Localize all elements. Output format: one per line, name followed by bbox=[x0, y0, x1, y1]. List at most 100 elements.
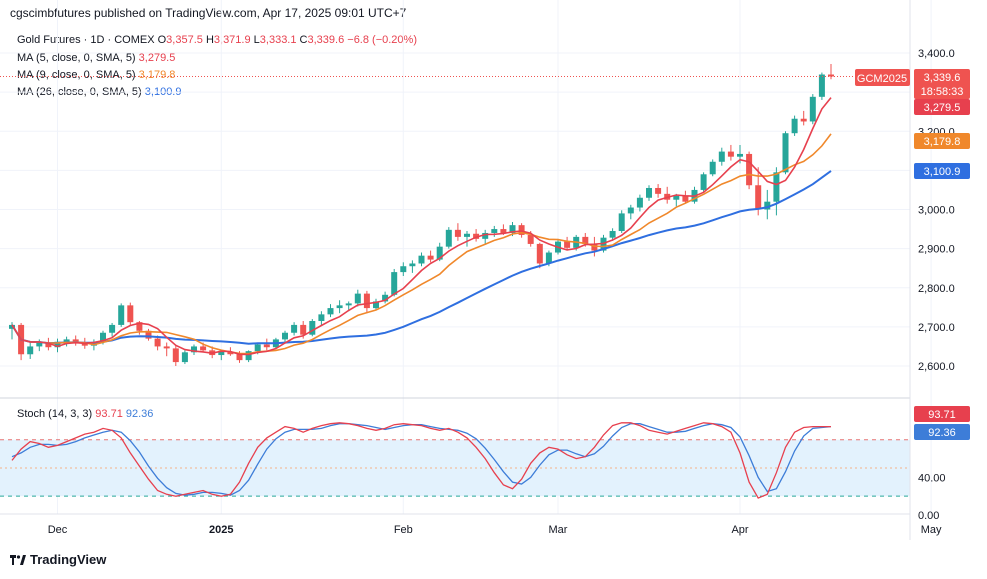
price-tick-label: 3,400.0 bbox=[918, 48, 955, 60]
candle-body bbox=[436, 246, 443, 260]
candle-body bbox=[482, 232, 489, 239]
candle-body bbox=[118, 305, 125, 325]
candle-body bbox=[673, 195, 680, 200]
candle-body bbox=[427, 255, 434, 260]
candle-body bbox=[454, 229, 461, 237]
ma26-badge: 3,100.9 bbox=[914, 163, 970, 179]
ma9-label: MA (9, close, 0, SMA, 5) bbox=[17, 69, 136, 81]
legend-ma9: MA (9, close, 0, SMA, 5) 3,179.8 bbox=[17, 69, 175, 81]
candle-body bbox=[72, 339, 79, 343]
candle-body bbox=[700, 174, 707, 190]
candle-body bbox=[218, 351, 225, 356]
candle-body bbox=[400, 266, 407, 273]
candle-body bbox=[618, 213, 625, 232]
candle-body bbox=[418, 255, 425, 264]
candle-body bbox=[818, 74, 825, 97]
legend-ma5: MA (5, close, 0, SMA, 5) 3,279.5 bbox=[17, 52, 175, 64]
candle-body bbox=[828, 74, 834, 77]
stoch-k-line bbox=[11, 422, 831, 499]
svg-text:3,179.8: 3,179.8 bbox=[924, 136, 961, 148]
candle-body bbox=[527, 234, 534, 244]
svg-text:3,279.5: 3,279.5 bbox=[924, 102, 961, 114]
grid bbox=[0, 0, 932, 514]
candle-body bbox=[200, 346, 207, 351]
candle-body bbox=[518, 225, 525, 235]
stoch-tick-label: 40.00 bbox=[918, 472, 946, 484]
candle-body bbox=[27, 346, 34, 355]
brand-text: TradingView bbox=[30, 552, 107, 567]
stoch-k-value: 93.71 bbox=[95, 408, 123, 420]
svg-text:GCM2025: GCM2025 bbox=[857, 73, 907, 85]
candle-body bbox=[136, 322, 143, 331]
stoch-d-value: 92.36 bbox=[125, 408, 154, 420]
candle-body bbox=[63, 339, 70, 342]
open-label: O bbox=[157, 34, 167, 46]
stoch-d-line bbox=[11, 423, 832, 496]
ma9-value: 3,179.8 bbox=[138, 69, 176, 81]
tradingview-logo[interactable]: TradingView bbox=[10, 552, 106, 567]
change-value: −6.8 (−0.20%) bbox=[347, 34, 417, 46]
price-tick-label: 2,700.0 bbox=[918, 322, 955, 334]
ma26-line bbox=[11, 170, 832, 345]
candle-body bbox=[737, 153, 743, 157]
svg-text:92.36: 92.36 bbox=[928, 427, 956, 439]
candle-body bbox=[391, 272, 398, 295]
moving-averages bbox=[11, 97, 832, 356]
candle-body bbox=[582, 236, 589, 244]
time-tick-label: Apr bbox=[731, 524, 748, 536]
stoch-k-badge: 93.71 bbox=[914, 406, 970, 422]
svg-text:18:58:33: 18:58:33 bbox=[921, 86, 964, 98]
svg-text:3,100.9: 3,100.9 bbox=[924, 166, 961, 178]
price-tick-label: 2,900.0 bbox=[918, 244, 955, 256]
legend-stoch: Stoch (14, 3, 3) 93.71 92.36 bbox=[17, 408, 153, 420]
candle-body bbox=[254, 344, 261, 352]
symbol-badge: GCM2025 bbox=[855, 69, 910, 86]
candle-body bbox=[309, 321, 316, 335]
candle-body bbox=[163, 346, 170, 349]
candle-body bbox=[154, 338, 161, 347]
candle-body bbox=[54, 341, 61, 348]
ma5-value: 3,279.5 bbox=[138, 52, 176, 64]
candle-body bbox=[727, 151, 734, 157]
candle-body bbox=[764, 201, 771, 210]
candle-body bbox=[509, 225, 516, 233]
time-tick-label: May bbox=[921, 524, 942, 536]
candle-body bbox=[709, 161, 716, 175]
publisher-line: cgscimbfutures published on TradingView.… bbox=[10, 6, 407, 20]
svg-text:93.71: 93.71 bbox=[928, 409, 956, 421]
candle-body bbox=[191, 346, 197, 353]
stoch-lines bbox=[11, 422, 832, 499]
candle-body bbox=[773, 172, 780, 202]
candle-body bbox=[564, 241, 571, 248]
stoch-band bbox=[0, 439, 910, 497]
time-tick-label: Dec bbox=[48, 524, 68, 536]
legend-main: Gold Futures · 1D · COMEX O3,357.5 H3,37… bbox=[17, 34, 417, 46]
price-tick-label: 2,600.0 bbox=[918, 361, 955, 373]
close-label: C bbox=[299, 34, 308, 46]
last-price-badge: 3,339.6 18:58:33 bbox=[914, 69, 970, 99]
time-tick-label: 2025 bbox=[209, 524, 233, 536]
candle-body bbox=[363, 293, 370, 309]
close-value: 3,339.6 bbox=[307, 34, 345, 46]
candle-body bbox=[809, 96, 816, 122]
time-tick-label: Feb bbox=[394, 524, 413, 536]
candle-body bbox=[345, 303, 352, 306]
candle-body bbox=[545, 252, 552, 264]
candle-body bbox=[336, 305, 343, 309]
candle-body bbox=[127, 305, 134, 323]
candle-body bbox=[291, 324, 298, 333]
candle-body bbox=[655, 187, 662, 194]
candle-body bbox=[718, 151, 725, 162]
candle-body bbox=[627, 207, 634, 214]
candle-body bbox=[609, 231, 616, 238]
candle-body bbox=[491, 229, 498, 233]
candle-body bbox=[646, 187, 652, 198]
price-tick-label: 3,000.0 bbox=[918, 205, 955, 217]
stoch-tick-label: 0.00 bbox=[918, 510, 939, 522]
candle-body bbox=[536, 243, 543, 264]
candle-body bbox=[263, 344, 270, 348]
candle-body bbox=[800, 118, 807, 122]
open-value: 3,357.5 bbox=[166, 34, 203, 46]
candle-body bbox=[373, 301, 379, 309]
